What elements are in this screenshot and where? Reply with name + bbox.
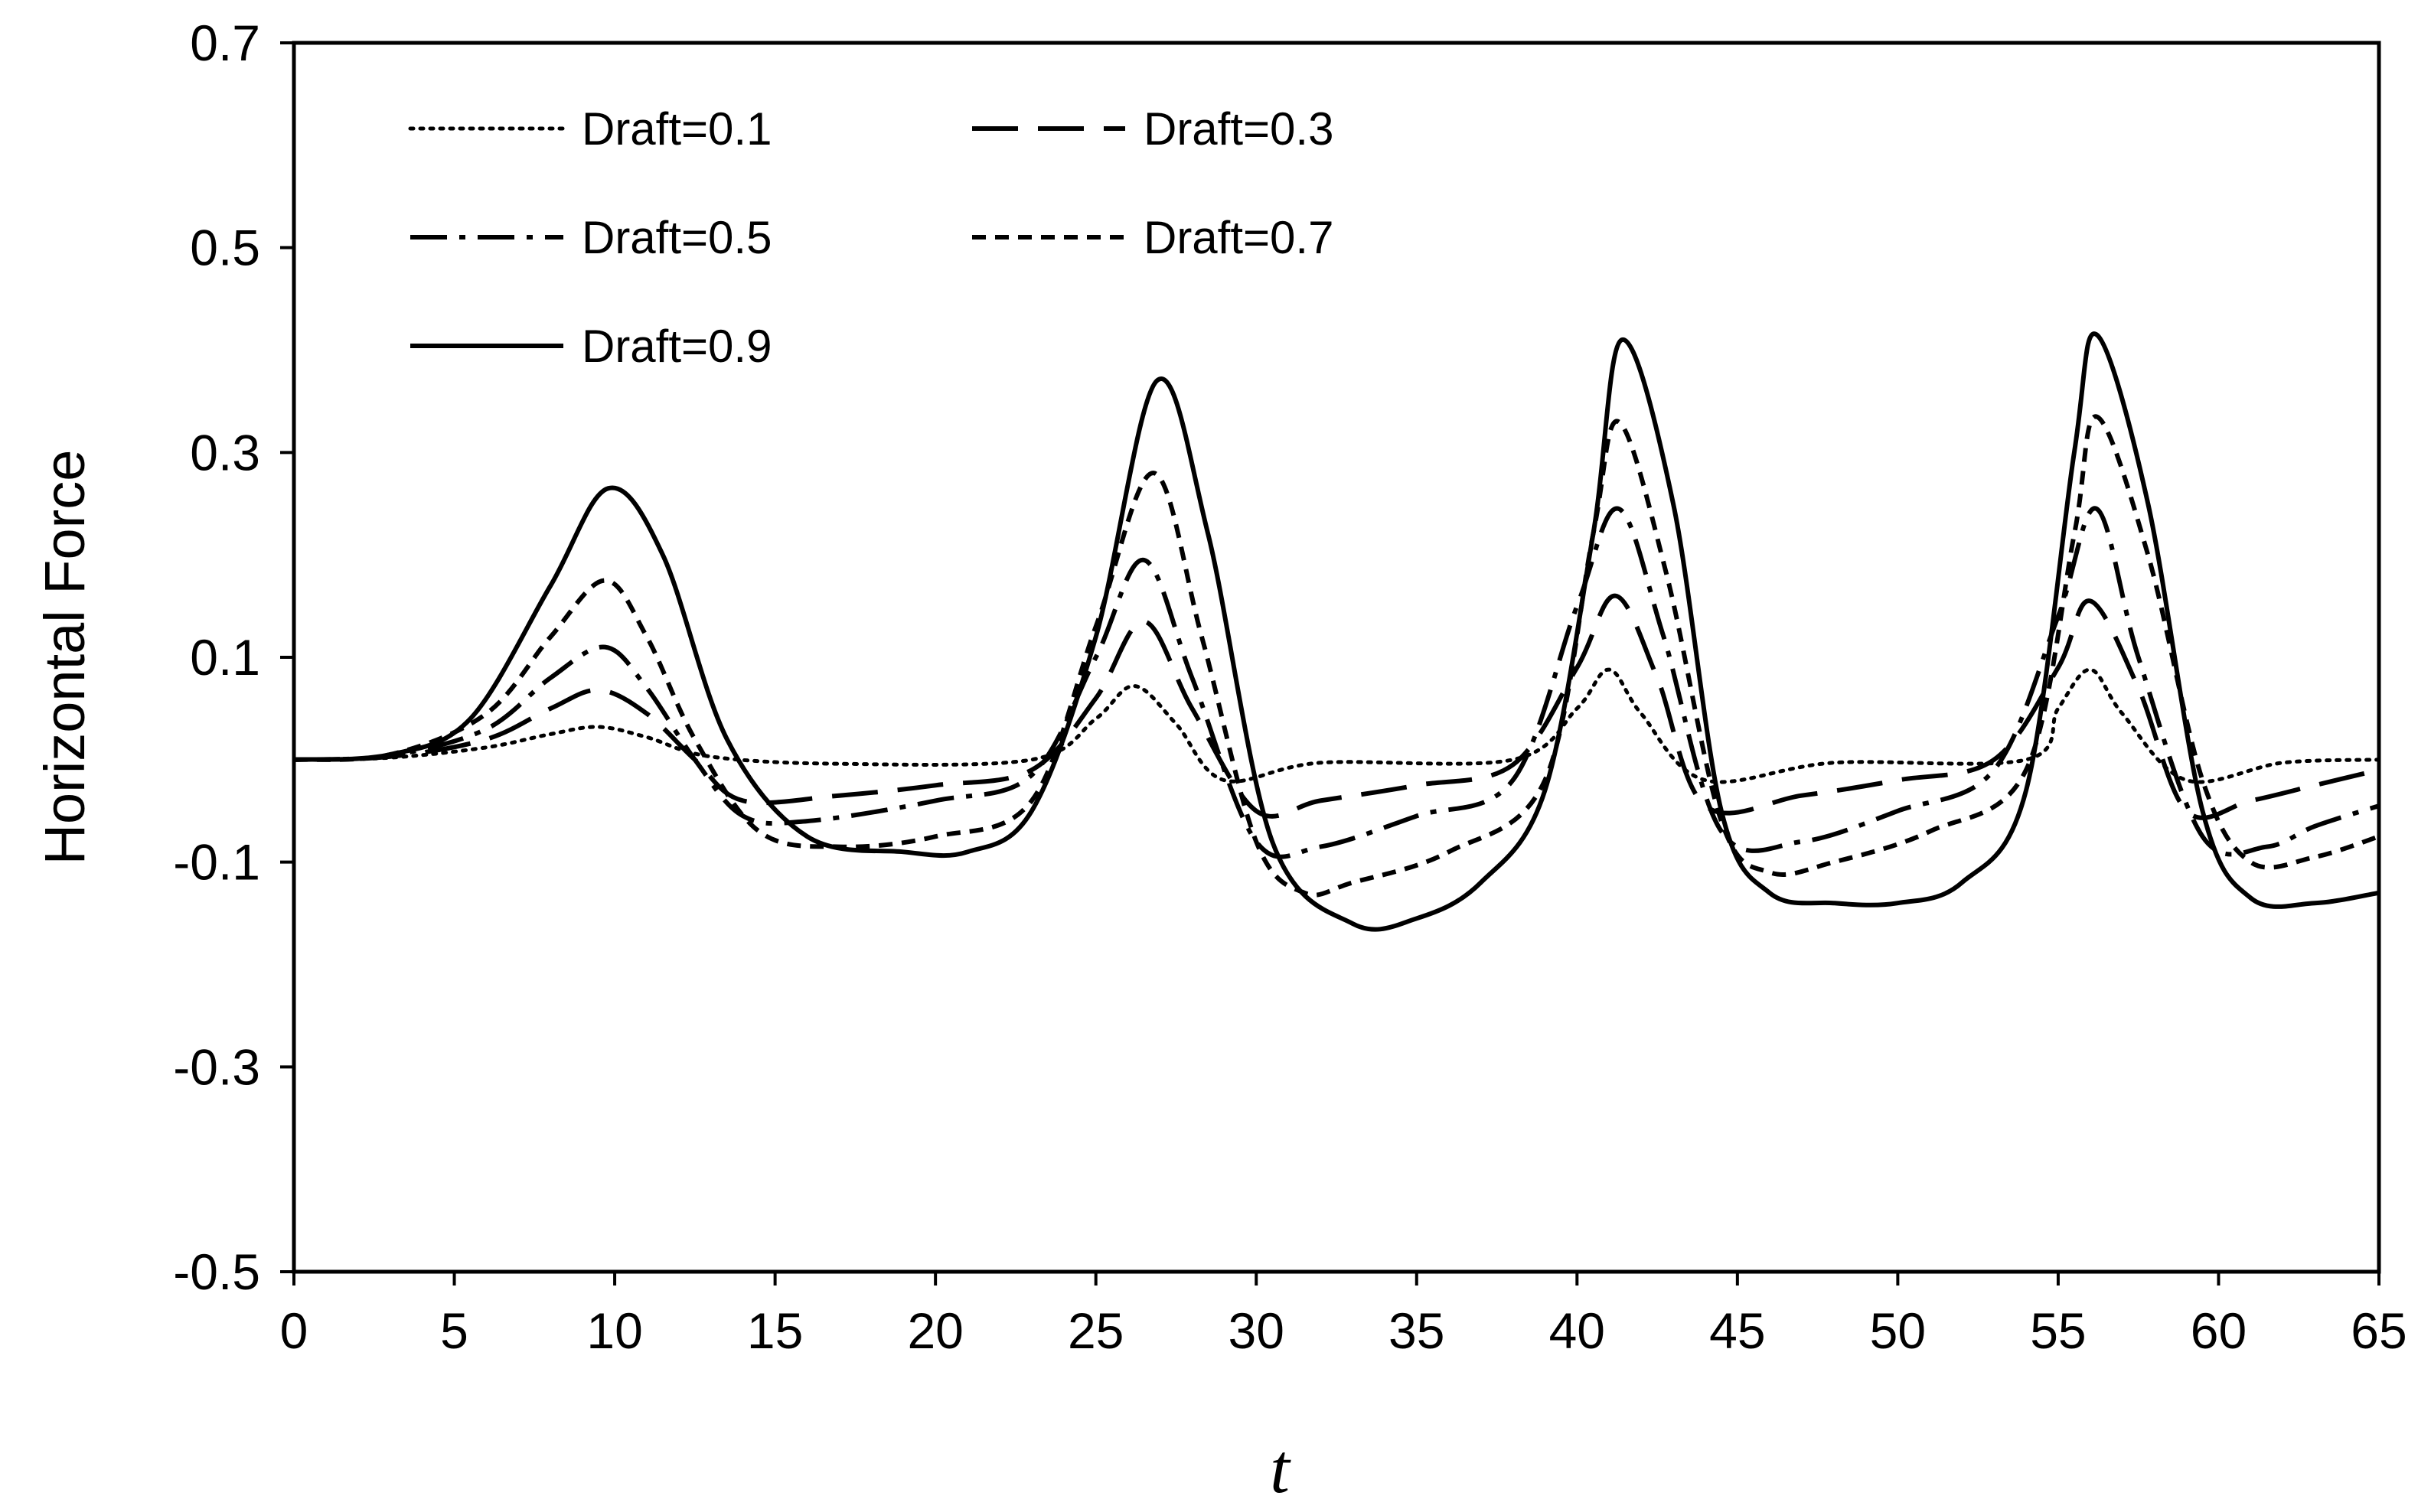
x-tick-label: 0 xyxy=(280,1302,308,1359)
y-axis: -0.5 -0.3 -0.1 0.1 0.3 0.5 0.7 xyxy=(173,15,294,1300)
legend-label-4: Draft=0.7 xyxy=(1144,212,1333,263)
x-tick-label: 35 xyxy=(1388,1302,1444,1359)
x-tick-label: 65 xyxy=(2351,1302,2407,1359)
legend-label-5: Draft=0.9 xyxy=(582,321,772,372)
legend-label-2: Draft=0.3 xyxy=(1144,103,1333,155)
x-axis-title: t xyxy=(1270,1429,1291,1507)
x-tick-label: 55 xyxy=(2030,1302,2086,1359)
y-tick-label: -0.5 xyxy=(173,1243,260,1300)
legend-label-3: Draft=0.5 xyxy=(582,212,772,263)
series-group xyxy=(292,331,2381,932)
x-tick-label: 60 xyxy=(2191,1302,2247,1359)
y-axis-title: Horizontal Force xyxy=(33,450,96,865)
y-tick-label: 0.7 xyxy=(190,15,260,71)
y-tick-label: 0.3 xyxy=(190,424,260,481)
x-axis: 0 5 10 15 20 25 30 35 40 45 50 55 60 65 xyxy=(280,1272,2407,1359)
x-tick-label: 50 xyxy=(1870,1302,1926,1359)
x-tick-label: 45 xyxy=(1709,1302,1765,1359)
y-tick-label: -0.3 xyxy=(173,1038,260,1095)
x-tick-label: 15 xyxy=(747,1302,803,1359)
legend-label-1: Draft=0.1 xyxy=(582,103,772,155)
series-line-3 xyxy=(293,506,2380,859)
x-tick-label: 20 xyxy=(907,1302,963,1359)
series-line-2 xyxy=(293,593,2380,820)
y-tick-label: 0.5 xyxy=(190,220,260,276)
x-tick-label: 25 xyxy=(1068,1302,1124,1359)
y-tick-label: 0.1 xyxy=(190,629,260,686)
series-line-1 xyxy=(292,667,2381,784)
x-tick-label: 5 xyxy=(440,1302,468,1359)
y-tick-label: -0.1 xyxy=(173,834,260,891)
legend: Draft=0.1 Draft=0.3 Draft=0.5 Draft=0.7 Draf… xyxy=(408,103,1333,372)
series-line-5 xyxy=(293,331,2380,932)
x-tick-label: 10 xyxy=(586,1302,642,1359)
x-tick-label: 30 xyxy=(1229,1302,1284,1359)
x-tick-label: 40 xyxy=(1549,1302,1605,1359)
